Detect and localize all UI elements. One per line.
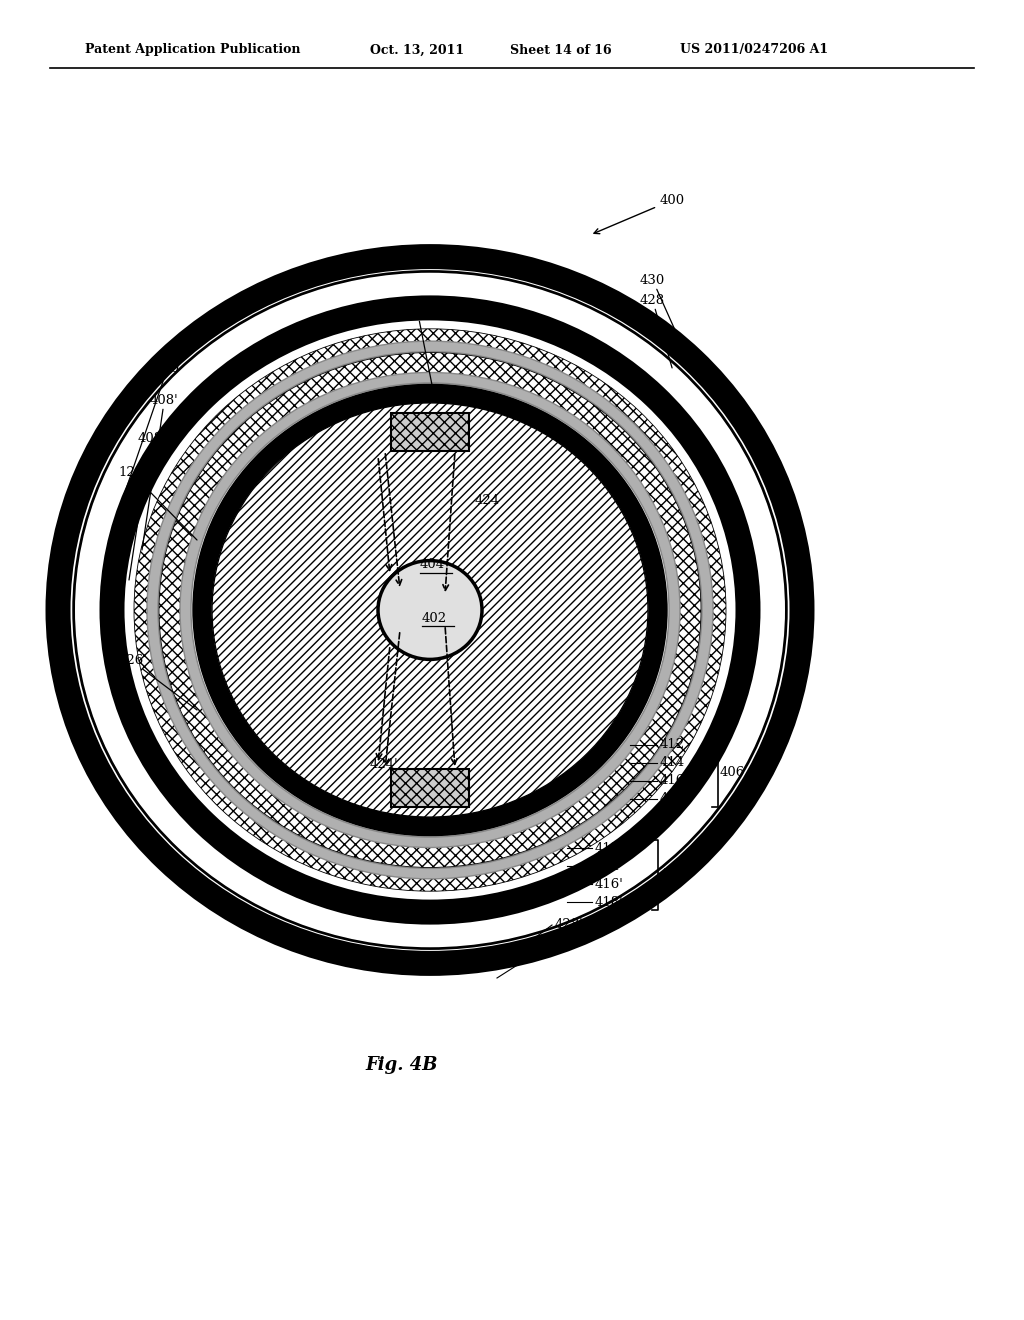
Ellipse shape — [53, 252, 807, 968]
Ellipse shape — [212, 403, 648, 817]
Ellipse shape — [134, 329, 726, 891]
Ellipse shape — [180, 372, 680, 847]
Text: Fig. 4B: Fig. 4B — [365, 1056, 437, 1074]
Text: 420: 420 — [406, 305, 435, 400]
Text: 430: 430 — [640, 273, 690, 364]
Bar — [391, 413, 469, 451]
Text: US 2011/0247206 A1: US 2011/0247206 A1 — [680, 44, 828, 57]
Text: 428': 428' — [555, 919, 584, 932]
Text: 126: 126 — [118, 466, 197, 540]
Text: 408: 408 — [129, 432, 163, 579]
Text: 424: 424 — [475, 494, 500, 507]
Text: Sheet 14 of 16: Sheet 14 of 16 — [510, 44, 611, 57]
Text: 416: 416 — [660, 775, 685, 788]
Ellipse shape — [191, 383, 669, 837]
Text: 400: 400 — [594, 194, 685, 234]
Ellipse shape — [75, 273, 785, 948]
Ellipse shape — [378, 561, 482, 660]
Text: 414: 414 — [660, 756, 685, 770]
Text: 414': 414' — [595, 859, 624, 873]
Ellipse shape — [158, 351, 702, 869]
Text: 406: 406 — [720, 766, 745, 779]
Text: 404: 404 — [420, 558, 445, 572]
Text: 402: 402 — [422, 611, 447, 624]
Ellipse shape — [58, 256, 802, 964]
Text: 430': 430' — [555, 936, 584, 949]
Text: 418: 418 — [660, 792, 685, 805]
Text: 424': 424' — [370, 759, 398, 771]
Text: 410: 410 — [112, 362, 180, 531]
Text: 420': 420' — [375, 818, 403, 832]
Ellipse shape — [147, 341, 713, 879]
Bar — [391, 770, 469, 807]
Text: 406': 406' — [660, 869, 689, 882]
Text: 408': 408' — [142, 393, 179, 550]
Bar — [391, 770, 469, 807]
Text: 412': 412' — [595, 842, 624, 854]
Text: 416': 416' — [595, 878, 624, 891]
Ellipse shape — [180, 372, 680, 847]
Text: 412: 412 — [660, 738, 685, 751]
Ellipse shape — [147, 341, 713, 879]
Ellipse shape — [159, 352, 701, 867]
Ellipse shape — [110, 306, 750, 913]
Bar — [391, 413, 469, 451]
Text: 126: 126 — [118, 653, 197, 710]
Text: 418': 418' — [595, 895, 624, 908]
Ellipse shape — [110, 306, 750, 913]
Text: Oct. 13, 2011: Oct. 13, 2011 — [370, 44, 464, 57]
Text: 428: 428 — [640, 293, 672, 368]
Text: Patent Application Publication: Patent Application Publication — [85, 44, 300, 57]
